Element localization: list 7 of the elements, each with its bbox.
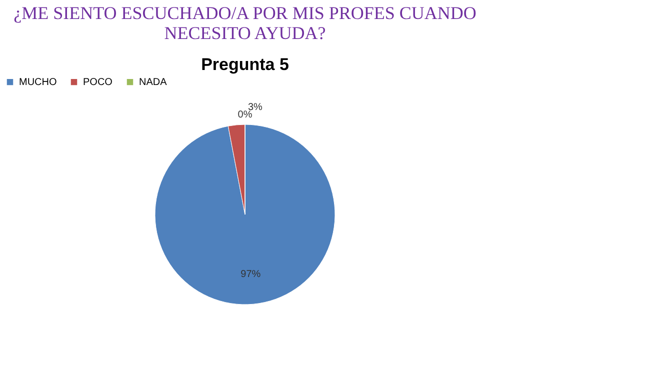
legend-label: MUCHO xyxy=(19,77,57,88)
legend-label: POCO xyxy=(83,77,113,88)
legend-label: NADA xyxy=(139,77,168,88)
data-label: 97% xyxy=(240,269,261,280)
chart-subtitle: Pregunta 5 xyxy=(201,55,289,74)
chart-title: ¿ME SIENTO ESCUCHADO/A POR MIS PROFES CUANDO NECESITO AYUDA? xyxy=(14,3,476,43)
pie-slice xyxy=(154,124,336,305)
